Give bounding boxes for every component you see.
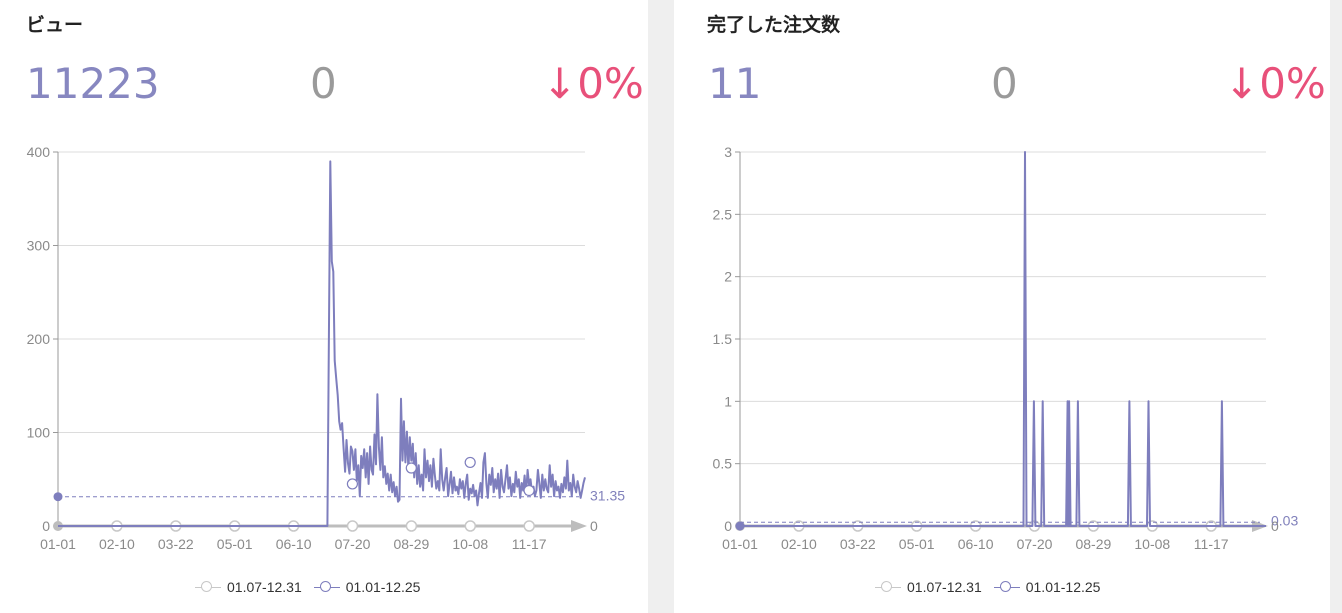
x-tick-label: 10-08 [452,536,488,552]
x-tick-label: 02-10 [781,536,817,552]
x-tick-label: 06-10 [958,536,994,552]
legend-current-label: 01.01-12.25 [345,579,421,595]
orders-legend: 01.07-12.31 01.01-12.25 [875,576,1112,598]
legend-previous-label: 01.07-12.31 [907,579,982,595]
y-tick-label: 2.5 [713,206,733,222]
x-tick-label: 05-01 [899,536,935,552]
x-tick-label: 08-29 [1075,536,1111,552]
views-compare: 0 [310,59,337,108]
y-tick-label: 300 [27,238,51,254]
y-tick-label: 0.5 [713,456,733,472]
views-title: ビュー [26,14,84,36]
x-tick-label: 10-08 [1134,536,1170,552]
orders-compare: 0 [991,59,1018,108]
previous-series-point [464,520,477,532]
x-tick-label: 05-01 [217,536,253,552]
orders-line-chart: 0 0.5 1 1.5 2 2.5 3 01-01 02-10 03-22 05-01 06-10 07… [713,144,1299,552]
y-tick-label: 400 [27,144,51,160]
y-tick-label: 0 [724,518,732,534]
orders-total: 11 [708,59,762,108]
views-line-chart: 0 100 200 300 400 01-01 02-10 03-22 05-01 06-10 07… [27,144,626,552]
current-series-line [58,160,586,527]
x-tick-label: 11-17 [512,536,547,552]
orders-card: 完了した注文数 11 0 ↓0% 0 0.5 1 1.5 2 2.5 3 01-01 02-10… [674,0,1330,613]
x-tick-label: 08-29 [393,536,429,552]
current-series-marker [464,456,476,469]
x-tick-label: 07-20 [335,536,371,552]
previous-end-label: 0 [590,518,598,534]
views-legend: 01.07-12.31 01.01-12.25 [195,576,432,598]
legend-previous-icon [875,580,901,594]
legend-current-icon [993,580,1020,594]
x-tick-label: 01-01 [40,536,76,552]
x-tick-label: 06-10 [276,536,312,552]
previous-series-point [346,520,359,532]
previous-series-point [523,520,535,532]
y-tick-label: 200 [27,331,51,347]
y-tick-label: 100 [27,425,51,441]
y-tick-label: 1 [724,393,732,409]
orders-title: 完了した注文数 [707,14,841,36]
current-series-line [740,151,1266,527]
reference-line-label: 0.03 [1271,512,1298,528]
views-card: ビュー 11223 0 ↓0% 0 100 200 300 400 01-01 02-10 0… [0,0,648,613]
x-tick-label: 07-20 [1017,536,1053,552]
x-axis-arrow [571,520,587,532]
orders-change: ↓0% [1224,59,1326,108]
legend-current-period[interactable]: 01.01-12.25 [313,579,421,595]
y-tick-label: 0 [42,518,50,534]
legend-current-label: 01.01-12.25 [1025,579,1101,595]
previous-series-point [405,520,418,532]
x-tick-label: 02-10 [99,536,135,552]
views-total: 11223 [26,59,160,108]
legend-current-icon [313,580,340,594]
current-series-start-point [735,521,745,531]
x-tick-label: 03-22 [840,536,876,552]
y-tick-label: 3 [724,144,732,160]
y-tick-label: 2 [724,269,732,285]
current-series-marker [346,478,359,490]
current-series-marker [523,484,535,497]
legend-previous-icon [195,580,221,594]
x-tick-label: 01-01 [722,536,758,552]
legend-previous-period[interactable]: 01.07-12.31 [195,579,302,595]
reference-line-label: 31.35 [590,488,625,504]
y-tick-label: 1.5 [713,331,733,347]
x-tick-label: 11-17 [1194,536,1229,552]
legend-previous-label: 01.07-12.31 [227,579,302,595]
legend-previous-period[interactable]: 01.07-12.31 [875,579,982,595]
current-series-marker [405,462,417,474]
legend-current-period[interactable]: 01.01-12.25 [993,579,1101,595]
views-change: ↓0% [542,59,644,108]
x-tick-label: 03-22 [158,536,194,552]
current-series-start-point [53,492,63,502]
previous-end-label: 0 [1271,518,1279,534]
